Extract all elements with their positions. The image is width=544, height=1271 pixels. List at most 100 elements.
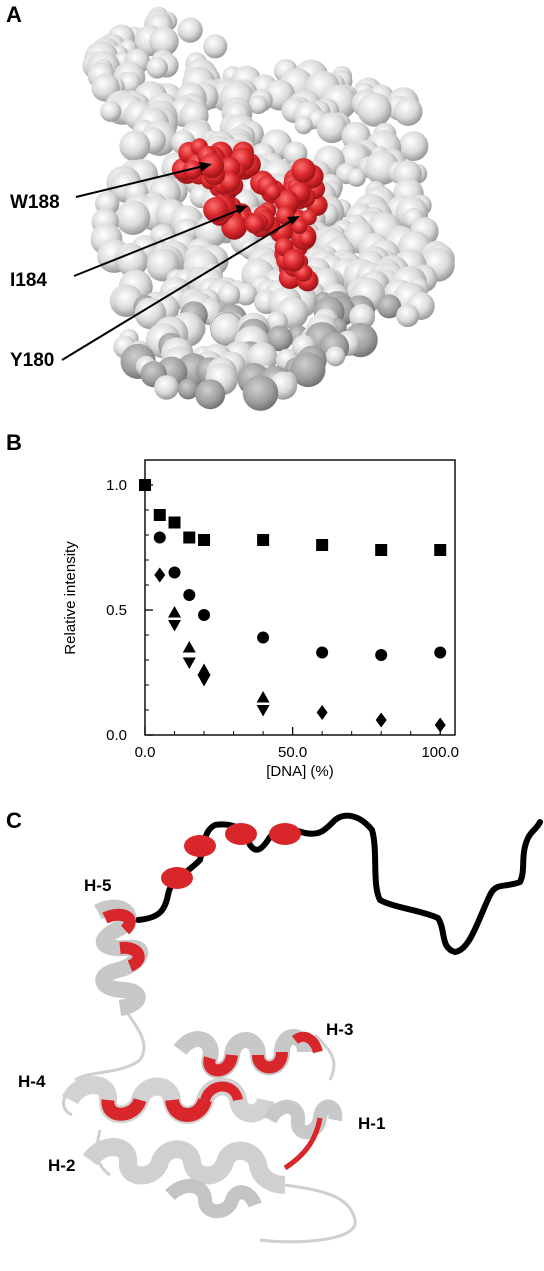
plot-frame	[144, 459, 456, 736]
helix-label-h2: H-2	[48, 1156, 76, 1175]
residue-label-y180: Y180	[10, 350, 55, 371]
relative-intensity-chart: 0.0 50.0 100.0 0.0 0.5 1.0 [DNA] (%) Relative…	[62, 459, 459, 780]
data-point-square	[183, 531, 196, 544]
axis-ticks	[144, 459, 441, 736]
data-point-circle	[183, 589, 196, 601]
surface-atom	[100, 100, 122, 122]
helix-h1	[263, 1099, 343, 1171]
data-point-diamond	[316, 705, 328, 720]
y-tick-label: 0.0	[106, 727, 127, 744]
data-point-circle	[153, 531, 166, 544]
helix-label-h1: H-1	[358, 1114, 386, 1133]
data-point-square	[153, 509, 166, 521]
data-point-circle	[316, 646, 329, 659]
data-point-circle	[434, 646, 447, 659]
surface-atom	[393, 97, 423, 126]
highlighted-atom	[264, 183, 281, 200]
data-point-triangle-up	[197, 663, 211, 675]
surface-atom	[116, 245, 148, 278]
data-markers	[139, 479, 447, 733]
tail-red-markers	[161, 823, 301, 889]
axis-tick-labels: 0.0 50.0 100.0 0.0 0.5 1.0	[106, 477, 459, 761]
helix-label-h4: H-4	[18, 1072, 46, 1091]
surface-atom	[377, 294, 402, 319]
data-point-triangle-up	[256, 691, 270, 703]
helix-h2	[82, 1138, 286, 1219]
data-point-square	[198, 534, 211, 546]
residue-label-w188: W188	[10, 192, 60, 213]
data-point-circle	[257, 631, 270, 644]
data-point-square	[434, 544, 447, 556]
x-tick-label: 0.0	[135, 744, 156, 761]
data-point-circle	[198, 609, 211, 621]
protein-surface-model	[61, 6, 455, 411]
panel-b-letter: B	[6, 430, 22, 455]
surface-atom	[294, 116, 313, 135]
surface-atom	[290, 352, 326, 388]
data-point-square	[139, 479, 151, 491]
residue-pointer-arrows	[61, 162, 300, 361]
surface-atom	[325, 346, 346, 367]
surface-atom	[119, 130, 151, 162]
data-point-triangle-down	[168, 620, 182, 632]
surface-atom	[398, 131, 429, 162]
highlighted-atom	[291, 158, 316, 183]
x-axis-label: [DNA] (%)	[266, 763, 334, 780]
surface-atom	[266, 325, 293, 352]
surface-atom	[349, 303, 375, 330]
highlighted-atom	[199, 153, 225, 178]
surface-atom	[115, 200, 151, 235]
data-point-square	[375, 544, 388, 556]
data-point-diamond	[434, 717, 446, 733]
surface-atom	[217, 283, 241, 307]
y-tick-label: 1.0	[106, 477, 127, 494]
protein-ribbon-model	[61, 812, 543, 1244]
surface-atom	[177, 17, 203, 43]
surface-atom	[203, 34, 228, 59]
data-point-triangle-down	[256, 705, 270, 717]
surface-atom	[248, 95, 268, 115]
helix-h5	[94, 899, 149, 1016]
helix-h4	[61, 1076, 275, 1124]
surface-atom	[146, 57, 168, 79]
data-point-triangle-down	[182, 657, 196, 669]
y-tick-label: 0.5	[106, 602, 127, 619]
x-tick-label: 100.0	[421, 744, 459, 761]
x-tick-label: 50.0	[278, 744, 307, 761]
surface-atom	[154, 375, 179, 400]
y-axis-label: Relative intensity	[62, 541, 79, 655]
residue-label-i184: I184	[10, 270, 47, 291]
surface-atom	[347, 168, 366, 187]
surface-atom	[234, 283, 257, 306]
highlighted-atom	[291, 218, 308, 235]
helix-label-h3: H-3	[326, 1020, 354, 1039]
surface-atom	[357, 92, 392, 127]
data-point-square	[316, 539, 329, 551]
data-point-triangle-up	[168, 606, 182, 618]
surface-atom	[396, 304, 420, 328]
surface-atom	[316, 112, 348, 144]
helix-h3	[173, 1029, 323, 1079]
highlighted-atom	[183, 160, 202, 180]
data-point-triangle-down	[197, 675, 211, 687]
data-point-triangle-up	[182, 641, 196, 653]
helix-label-h5: H-5	[84, 876, 112, 895]
surface-atom	[210, 313, 243, 346]
data-point-diamond	[154, 567, 166, 583]
highlighted-atom	[298, 229, 316, 247]
panel-a-letter: A	[6, 2, 22, 27]
highlighted-atom	[282, 249, 305, 272]
surface-atom	[242, 375, 279, 411]
data-point-square	[168, 516, 181, 529]
data-point-circle	[375, 649, 388, 661]
surface-atom	[177, 378, 199, 400]
data-point-circle	[168, 566, 181, 579]
highlighted-residue-spheres	[171, 138, 328, 292]
surface-atom	[149, 26, 179, 57]
highlighted-atom	[245, 214, 265, 234]
surface-atom	[195, 379, 226, 410]
panel-c-letter: C	[6, 808, 22, 833]
disordered-tail	[135, 812, 543, 955]
highlighted-atom	[219, 172, 240, 193]
data-point-diamond	[375, 712, 387, 728]
